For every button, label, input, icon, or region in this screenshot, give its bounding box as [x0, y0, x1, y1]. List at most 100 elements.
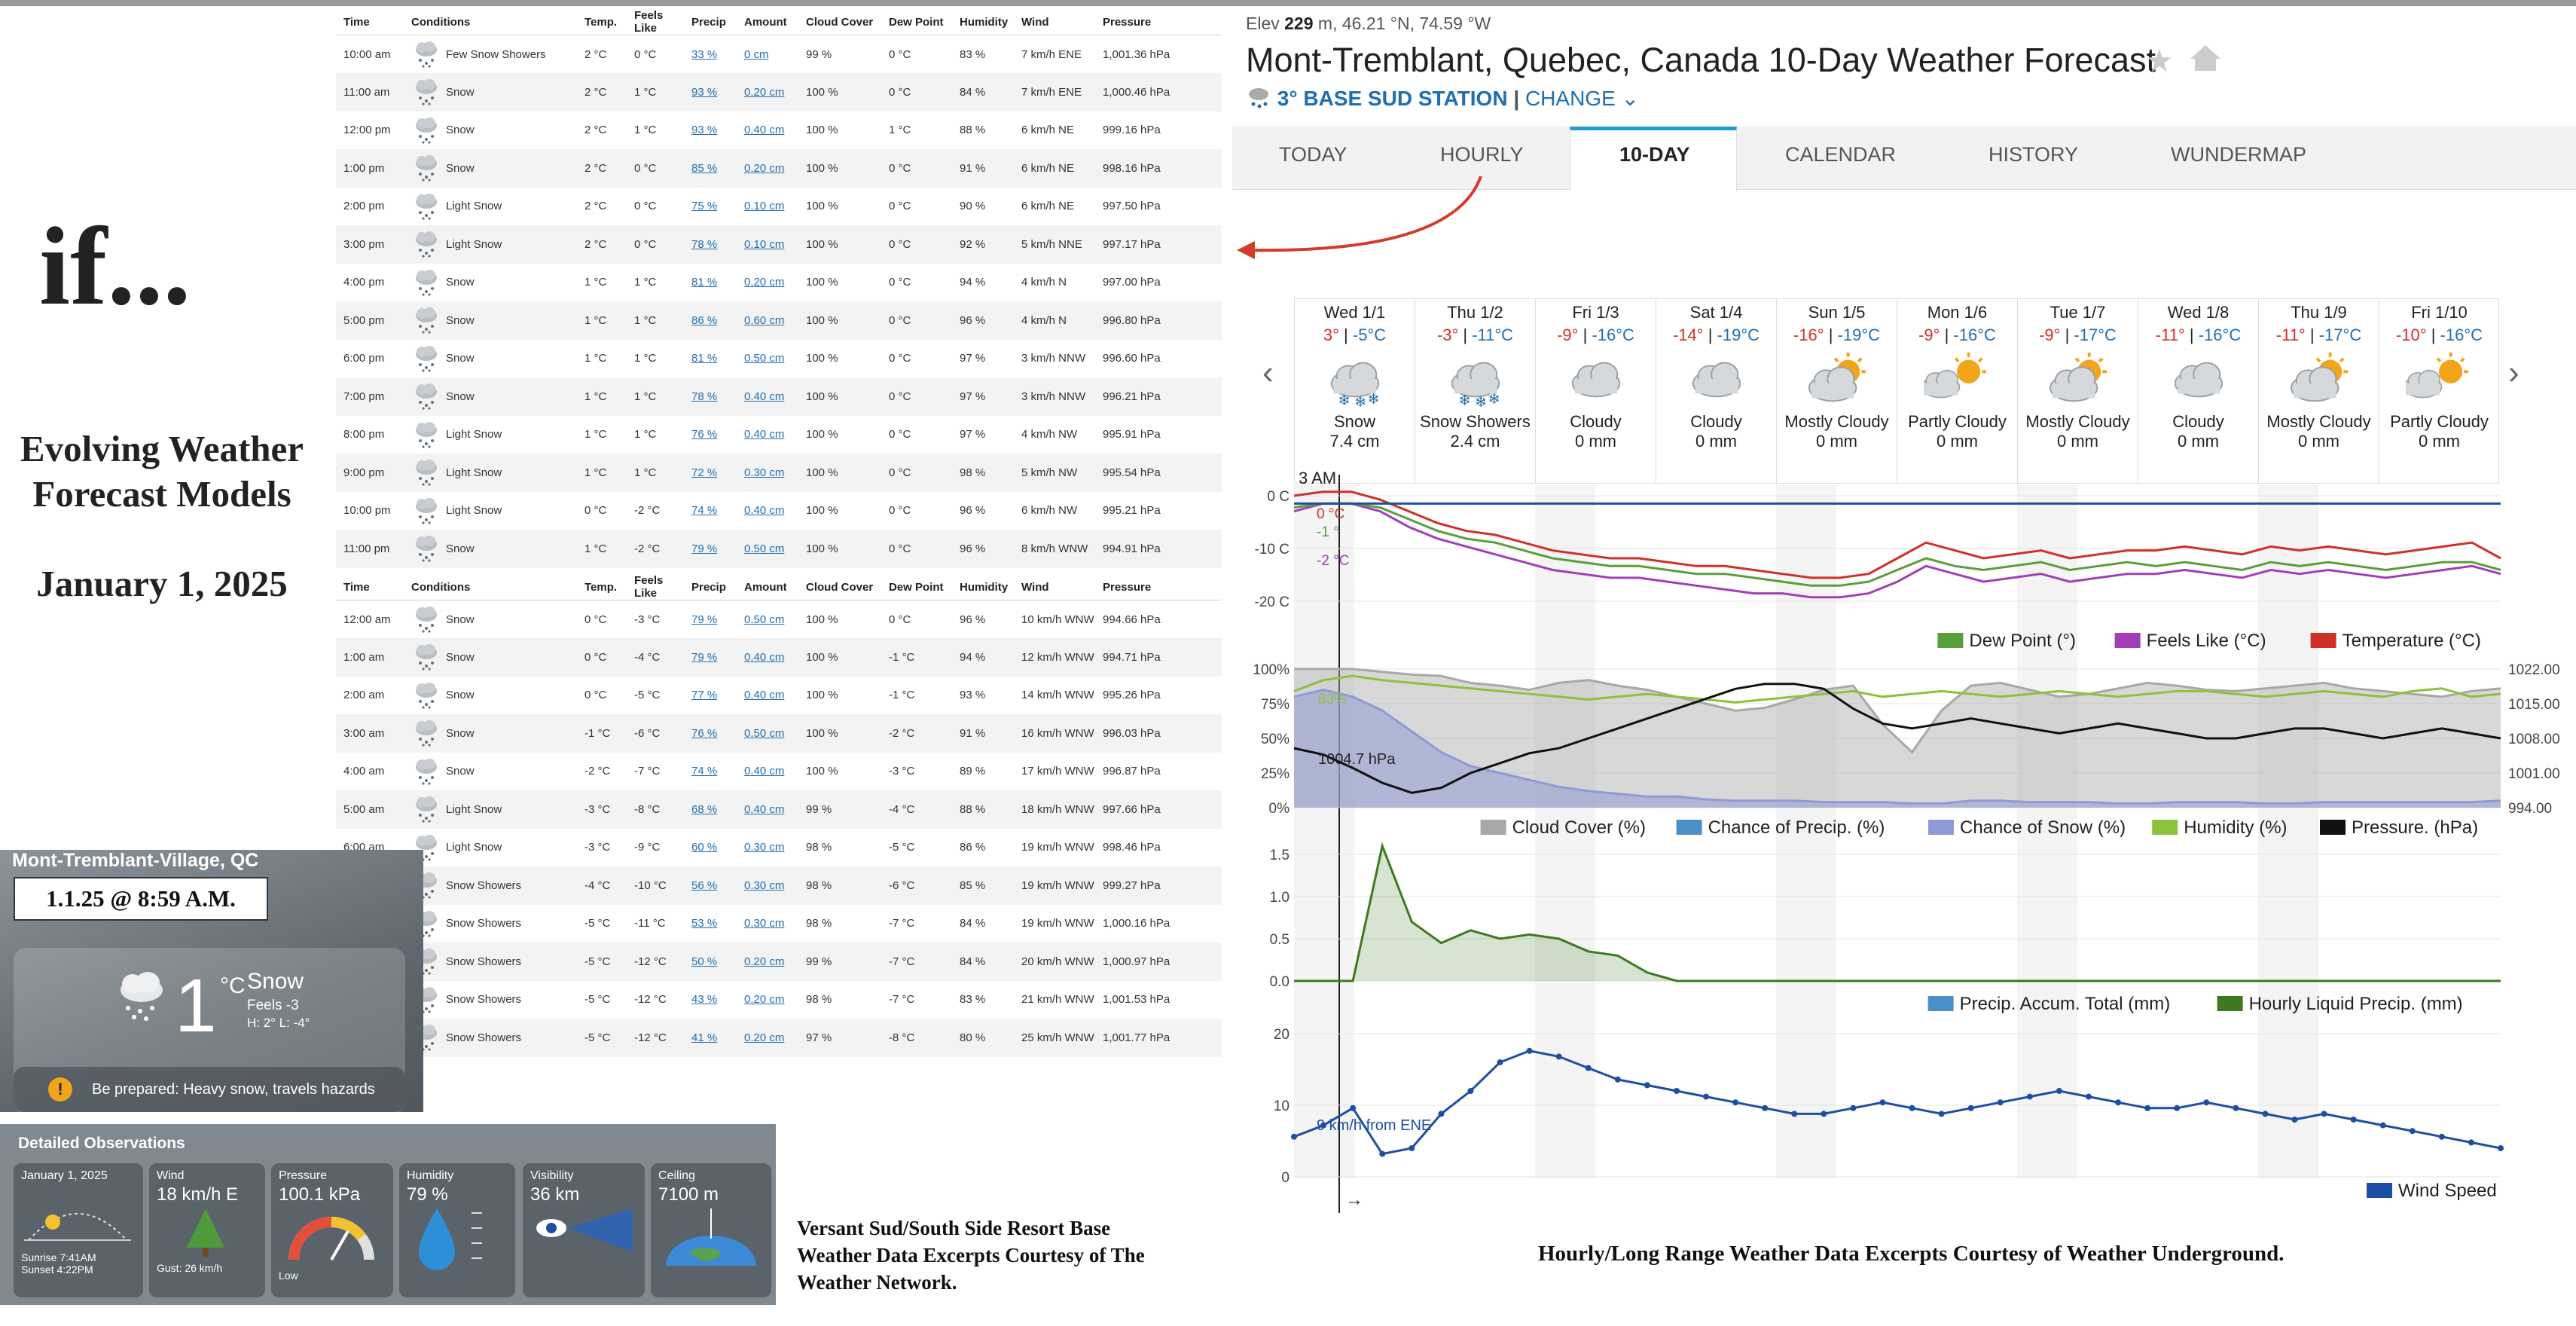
- table-cell[interactable]: 0.30 cm: [744, 841, 785, 854]
- day-forecast-2[interactable]: Thu 1/2 -3° | -11°C ❄ ❄ ❄ Snow Showers 2.4 cm: [1415, 298, 1535, 484]
- table-cell: 6 km/h NE: [1021, 124, 1075, 137]
- table-cell[interactable]: 76 %: [691, 428, 718, 441]
- table-cell[interactable]: 0.30 cm: [737, 866, 798, 905]
- day-forecast-8[interactable]: Wed 1/8 -11° | -16°C Cloudy 0 mm: [2138, 298, 2258, 484]
- condition-cell: Snow Showers: [404, 905, 577, 943]
- table-cell[interactable]: 86 %: [684, 301, 737, 340]
- table-cell[interactable]: 60 %: [691, 841, 718, 854]
- table-cell[interactable]: 0.40 cm: [744, 765, 785, 778]
- table-cell[interactable]: 79 %: [684, 638, 737, 677]
- home-icon[interactable]: [2189, 42, 2222, 72]
- table-cell[interactable]: 0.20 cm: [744, 993, 785, 1007]
- snow-cloud-icon: [416, 720, 437, 747]
- table-cell[interactable]: 0.10 cm: [737, 225, 798, 264]
- table-cell[interactable]: 78 %: [684, 377, 737, 416]
- table-cell[interactable]: 75 %: [691, 200, 718, 213]
- table-cell[interactable]: 68 %: [684, 790, 737, 829]
- day-forecast-10[interactable]: Fri 1/10 -10° | -16°C Partly Cloudy 0 mm: [2379, 298, 2499, 484]
- table-cell[interactable]: 78 %: [684, 225, 737, 264]
- table-cell: 0 °C: [577, 638, 627, 677]
- day-forecast-1[interactable]: Wed 1/1 3° | -5°C ❄ ❄ ❄ Snow 7.4 cm: [1294, 298, 1415, 484]
- table-cell[interactable]: 74 %: [691, 504, 718, 518]
- table-cell[interactable]: 76 %: [684, 714, 737, 753]
- table-cell[interactable]: 50 %: [684, 943, 737, 981]
- day-forecast-7[interactable]: Tue 1/7 -9° | -17°C Mostly Cloudy 0 mm: [2017, 298, 2138, 484]
- station-name[interactable]: BASE SUD STATION: [1303, 87, 1508, 110]
- day-forecast-3[interactable]: Fri 1/3 -9° | -16°C Cloudy 0 mm: [1535, 298, 1656, 484]
- table-cell[interactable]: 0.40 cm: [744, 428, 785, 441]
- snow-weather-icon: ❄ ❄ ❄: [1451, 362, 1500, 411]
- table-cell[interactable]: 0.40 cm: [744, 504, 785, 518]
- table-cell[interactable]: 74 %: [691, 765, 718, 778]
- day-band: [2258, 485, 2318, 1178]
- table-cell[interactable]: 0.50 cm: [744, 352, 785, 365]
- tab-calendar[interactable]: CALENDAR: [1785, 143, 1897, 166]
- table-cell[interactable]: 0.20 cm: [737, 1019, 798, 1057]
- table-cell[interactable]: 0.30 cm: [737, 454, 798, 492]
- table-cell[interactable]: 0.50 cm: [744, 613, 785, 626]
- condition-cell: Light Snow: [404, 790, 577, 829]
- svg-text:❄: ❄: [1458, 392, 1470, 408]
- tab-10-day[interactable]: 10-DAY: [1619, 143, 1690, 166]
- twn-alert-banner[interactable]: Be prepared: Heavy snow, travels hazards: [14, 1067, 405, 1112]
- table-cell[interactable]: 56 %: [684, 866, 737, 905]
- legend-label: Feels Like (°C): [2147, 631, 2266, 651]
- day-forecast-5[interactable]: Sun 1/5 -16° | -19°C Mostly Cloudy 0 mm: [1776, 298, 1897, 484]
- previous-arrow-icon[interactable]: ‹: [1262, 354, 1274, 391]
- station-selector[interactable]: 3° BASE SUD STATION | CHANGE ⌄: [1246, 86, 1639, 111]
- table-cell[interactable]: 0.10 cm: [744, 200, 785, 213]
- table-cell[interactable]: 33 %: [691, 47, 718, 61]
- table-cell[interactable]: 0.40 cm: [737, 638, 798, 677]
- chevron-down-icon[interactable]: ⌄: [1621, 87, 1639, 110]
- table-cell[interactable]: 0.20 cm: [737, 943, 798, 981]
- temp-hover-label: -1 °: [1317, 524, 1339, 540]
- table-cell[interactable]: 0.40 cm: [737, 377, 798, 416]
- table-cell: -7 °C: [889, 993, 915, 1007]
- table-cell[interactable]: 41 %: [684, 1019, 737, 1057]
- table-cell[interactable]: 77 %: [691, 689, 718, 702]
- table-cell: 0 °C: [634, 47, 657, 61]
- table-cell[interactable]: 0.20 cm: [737, 149, 798, 188]
- day-forecast-6[interactable]: Mon 1/6 -9° | -16°C Partly Cloudy 0 mm: [1897, 298, 2017, 484]
- column-header: Conditions: [404, 9, 577, 35]
- table-cell[interactable]: 0.40 cm: [744, 124, 785, 137]
- table-cell[interactable]: 72 %: [684, 454, 737, 492]
- table-cell[interactable]: 0.40 cm: [744, 689, 785, 702]
- day-precip: 2.4 cm: [1450, 432, 1500, 451]
- obs-card-wind: Wind 18 km/h E Gust: 26 km/h: [149, 1163, 265, 1297]
- table-cell[interactable]: 81 %: [691, 276, 718, 289]
- table-cell[interactable]: 53 %: [691, 917, 718, 930]
- table-cell[interactable]: 85 %: [684, 149, 737, 188]
- favorite-star-icon[interactable]: ★: [2145, 43, 2174, 78]
- tab-wundermap[interactable]: WUNDERMAP: [2171, 143, 2306, 166]
- day-forecast-9[interactable]: Thu 1/9 -11° | -17°C Mostly Cloudy 0 mm: [2258, 298, 2379, 484]
- tab-hourly[interactable]: HOURLY: [1440, 143, 1524, 166]
- table-cell[interactable]: 79 %: [691, 613, 718, 626]
- day-forecast-4[interactable]: Sat 1/4 -14° | -19°C Cloudy 0 mm: [1656, 298, 1776, 484]
- table-cell[interactable]: 43 %: [691, 993, 718, 1007]
- wind-point: [2262, 1111, 2269, 1117]
- table-cell[interactable]: 0.20 cm: [744, 276, 785, 289]
- table-cell[interactable]: 93 %: [684, 73, 737, 112]
- table-cell: 98 %: [798, 866, 881, 905]
- table-cell[interactable]: 93 %: [691, 124, 718, 137]
- table-cell[interactable]: 79 %: [684, 530, 737, 568]
- next-arrow-icon[interactable]: ›: [2508, 354, 2520, 391]
- legend-swatch: [1937, 633, 1964, 648]
- table-cell[interactable]: 0.50 cm: [737, 530, 798, 568]
- day-low: -19°C: [1717, 325, 1760, 344]
- table-cell: 995.54 hPa: [1095, 454, 1222, 492]
- table-cell[interactable]: 0.50 cm: [737, 714, 798, 753]
- tab-today[interactable]: TODAY: [1279, 143, 1348, 166]
- table-cell[interactable]: 0.30 cm: [744, 917, 785, 930]
- table-cell: 98 %: [952, 454, 1014, 492]
- table-cell[interactable]: 0.60 cm: [737, 301, 798, 340]
- table-cell[interactable]: 81 %: [691, 352, 718, 365]
- table-cell[interactable]: 0.20 cm: [737, 73, 798, 112]
- change-station-link[interactable]: CHANGE: [1525, 87, 1616, 110]
- table-cell[interactable]: 0.40 cm: [737, 790, 798, 829]
- table-cell: 997.50 hPa: [1103, 200, 1161, 213]
- tab-history[interactable]: HISTORY: [1988, 143, 2079, 166]
- table-cell[interactable]: 0 cm: [744, 47, 769, 61]
- table-cell: 0 °C: [584, 613, 607, 626]
